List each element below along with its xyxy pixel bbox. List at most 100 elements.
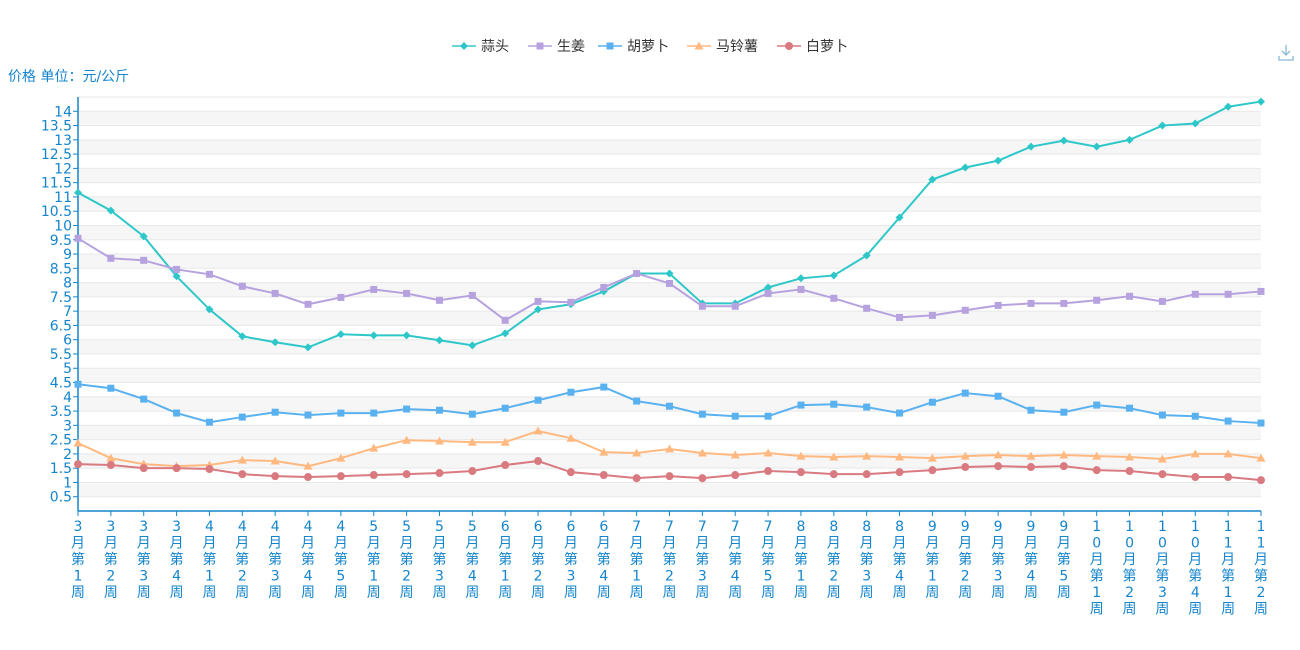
data-point[interactable] [961,306,969,314]
legend-item[interactable]: 胡萝卜 [598,39,669,55]
data-point[interactable] [435,336,444,345]
data-point[interactable] [698,410,706,418]
data-point[interactable] [863,403,871,411]
data-point[interactable] [829,452,839,461]
data-point[interactable] [271,472,280,481]
data-point[interactable] [402,470,411,479]
data-point[interactable] [994,156,1003,165]
data-point[interactable] [205,418,213,426]
data-point[interactable] [796,274,805,283]
data-point[interactable] [1125,135,1134,144]
data-point[interactable] [402,331,411,340]
data-point[interactable] [928,175,937,184]
data-point[interactable] [237,455,247,464]
data-point[interactable] [1026,463,1035,472]
data-point[interactable] [238,332,247,341]
data-point[interactable] [1256,453,1266,462]
data-point[interactable] [369,443,379,452]
data-point[interactable] [797,401,805,409]
data-point[interactable] [370,409,378,417]
data-point[interactable] [599,471,608,480]
data-point[interactable] [1060,299,1068,307]
data-point[interactable] [632,448,642,457]
data-point[interactable] [1092,466,1101,475]
data-point[interactable] [1257,97,1265,106]
data-point[interactable] [304,473,313,482]
data-point[interactable] [303,461,313,470]
data-point[interactable] [205,305,214,314]
data-point[interactable] [1223,449,1233,458]
data-point[interactable] [1126,292,1134,300]
data-point[interactable] [1224,102,1233,111]
data-point[interactable] [74,188,82,197]
data-point[interactable] [1257,419,1265,427]
legend-item[interactable]: 白萝卜 [777,39,848,55]
data-point[interactable] [862,251,871,260]
data-point[interactable] [468,467,477,476]
data-point[interactable] [1059,136,1068,145]
data-point[interactable] [994,392,1002,400]
data-point[interactable] [238,282,246,290]
data-point[interactable] [304,411,312,419]
legend-item[interactable]: 马铃薯 [687,39,758,55]
data-point[interactable] [599,447,609,456]
data-point[interactable] [74,460,82,469]
data-point[interactable] [665,444,674,453]
data-point[interactable] [1059,450,1069,459]
data-point[interactable] [238,413,246,421]
data-point[interactable] [173,265,181,273]
data-point[interactable] [106,206,115,215]
data-point[interactable] [534,396,542,404]
data-point[interactable] [830,400,838,408]
data-point[interactable] [796,451,806,460]
data-point[interactable] [1093,296,1101,304]
data-point[interactable] [304,300,312,308]
data-point[interactable] [369,331,378,340]
data-point[interactable] [534,457,543,466]
data-point[interactable] [567,388,575,396]
data-point[interactable] [369,471,378,480]
data-point[interactable] [435,296,443,304]
data-point[interactable] [140,256,148,264]
data-point[interactable] [336,453,346,462]
data-point[interactable] [107,384,115,392]
data-point[interactable] [1060,408,1068,416]
data-point[interactable] [1158,470,1167,479]
data-point[interactable] [960,451,970,460]
data-point[interactable] [337,293,345,301]
data-point[interactable] [830,294,838,302]
data-point[interactable] [796,468,805,477]
download-icon[interactable] [1278,44,1294,62]
data-point[interactable] [205,270,213,278]
data-point[interactable] [1224,417,1232,425]
data-point[interactable] [961,463,970,472]
data-point[interactable] [567,298,575,306]
data-point[interactable] [928,466,937,475]
data-point[interactable] [336,472,345,481]
data-point[interactable] [74,380,82,388]
data-point[interactable] [173,409,181,417]
data-point[interactable] [829,271,838,280]
data-point[interactable] [928,398,936,406]
data-point[interactable] [731,302,739,310]
data-point[interactable] [797,285,805,293]
data-point[interactable] [633,397,641,405]
data-point[interactable] [666,279,673,287]
data-point[interactable] [1092,451,1102,460]
data-point[interactable] [501,316,509,324]
data-point[interactable] [467,437,477,446]
data-point[interactable] [435,469,444,478]
data-point[interactable] [697,448,707,457]
data-point[interactable] [1092,142,1101,151]
data-point[interactable] [994,462,1003,471]
data-point[interactable] [895,213,904,222]
data-point[interactable] [764,289,772,297]
data-point[interactable] [1158,121,1167,130]
data-point[interactable] [271,338,280,347]
data-point[interactable] [1126,404,1134,412]
data-point[interactable] [633,269,641,277]
data-point[interactable] [731,412,739,420]
data-point[interactable] [304,343,313,352]
data-point[interactable] [895,468,904,477]
data-point[interactable] [566,433,576,442]
